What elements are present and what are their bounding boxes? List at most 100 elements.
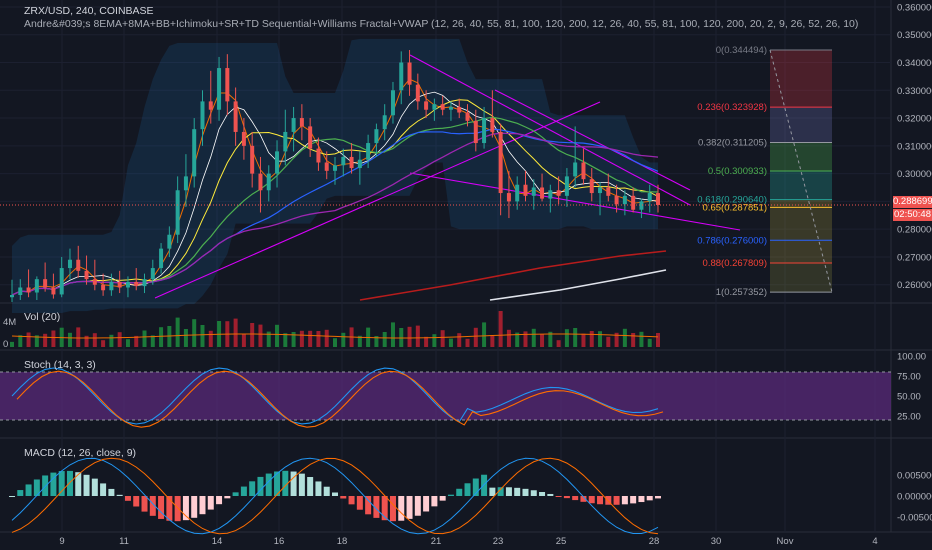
macd-histogram-bar (332, 492, 338, 496)
macd-histogram-bar (116, 494, 123, 496)
candle-body (117, 281, 122, 288)
candle-body (299, 118, 304, 127)
volume-bar (341, 332, 346, 347)
volume-bar (382, 332, 387, 347)
candle-body (341, 156, 346, 166)
volume-bar (26, 332, 31, 347)
candle-body (192, 129, 197, 177)
candle-body (581, 162, 586, 180)
volume-bar (606, 336, 611, 347)
volume-bar (250, 323, 255, 347)
macd-histogram-bar (141, 496, 148, 512)
x-tick-label: 25 (556, 536, 567, 547)
volume-bar (43, 333, 48, 347)
volume-tick-label: 4M (3, 317, 16, 328)
volume-bar (490, 335, 495, 347)
macd-histogram-bar (75, 472, 82, 496)
fib-level-label: 0.5(0.300933) (708, 166, 767, 177)
candle-body (43, 279, 48, 288)
volume-bar (631, 333, 636, 347)
stoch-pane-label: Stoch (14, 3, 3) (24, 359, 96, 371)
macd-histogram-bar (563, 496, 570, 499)
macd-pane-label: MACD (12, 26, close, 9) (24, 447, 137, 459)
macd-histogram-bar (348, 496, 355, 505)
candle-body (291, 118, 296, 132)
macd-histogram-bar (630, 496, 637, 504)
candle-body (523, 184, 528, 196)
volume-bar (324, 329, 329, 347)
candle-body (589, 179, 594, 194)
x-tick-label: 4 (872, 536, 877, 547)
candle-body (92, 279, 97, 285)
macd-histogram-bar (124, 496, 131, 501)
countdown-badge: 02:50:48 (893, 209, 932, 221)
macd-histogram-bar (166, 496, 173, 521)
macd-histogram-bar (597, 496, 604, 505)
volume-bar (573, 328, 578, 347)
macd-histogram-bar (232, 492, 239, 496)
volume-bar (482, 322, 487, 347)
last-price-badge: 0.288699 (893, 196, 932, 208)
candle-body (656, 193, 660, 205)
macd-histogram-bar (514, 487, 521, 496)
candle-body (598, 187, 603, 194)
macd-histogram-bar (505, 487, 512, 496)
macd-histogram-bar (539, 492, 546, 496)
candle-body (51, 287, 56, 295)
fib-zone (770, 142, 832, 172)
candle-body (407, 62, 412, 85)
x-tick-label: 28 (649, 536, 660, 547)
volume-bar (84, 335, 89, 347)
macd-histogram-bar (439, 496, 446, 501)
candle-body (374, 129, 379, 144)
macd-histogram-bar (133, 496, 140, 507)
volume-pane-label: Vol (20) (24, 311, 61, 323)
candle-body (150, 268, 155, 280)
candle-body (498, 131, 503, 194)
candle-body (564, 176, 569, 196)
volume-bar (266, 331, 271, 347)
volume-bar (241, 334, 246, 347)
volume-bar (258, 324, 263, 347)
macd-histogram-bar (216, 496, 223, 505)
volume-bar (275, 324, 280, 347)
macd-histogram-bar (265, 473, 272, 496)
candle-body (142, 279, 147, 287)
candle-body (34, 279, 39, 293)
fib-level-label: 0.618(0.290640) (697, 195, 767, 206)
stoch-tick-label: 25.00 (897, 412, 921, 423)
volume-bar (283, 333, 288, 347)
fib-level-label: 0.65(0.287851) (703, 202, 767, 213)
macd-histogram-bar (282, 470, 289, 496)
macd-histogram-bar (638, 496, 645, 503)
macd-histogram-bar (655, 496, 661, 499)
x-tick-label: 14 (212, 536, 223, 547)
candle-body (631, 195, 636, 210)
candle-body (548, 190, 553, 199)
macd-histogram-bar (58, 471, 65, 496)
macd-histogram-bar (464, 483, 471, 496)
stoch-d-line (16, 370, 664, 428)
volume-bar (150, 335, 155, 347)
macd-histogram-bar (91, 478, 98, 496)
volume-bar (333, 338, 337, 347)
macd-histogram-bar (158, 496, 165, 519)
candle-body (415, 84, 420, 102)
volume-bar (183, 329, 188, 347)
symbol-legend: ZRX/USD, 240, COINBASE (24, 5, 154, 17)
candle-body (250, 145, 255, 174)
x-tick-label: Nov (777, 536, 794, 547)
macd-histogram-bar (489, 487, 496, 496)
macd-histogram-bar (389, 496, 396, 522)
indicator-legend: Andre&#039;s 8EMA+8MA+BB+Ichimoku+SR+TD … (24, 18, 859, 30)
candle-body (175, 190, 180, 235)
candle-body (84, 270, 89, 280)
volume-bar (167, 326, 172, 347)
volume-bar (18, 335, 23, 347)
volume-bar (407, 326, 412, 347)
volume-bar (76, 327, 81, 347)
volume-bar (299, 330, 304, 347)
